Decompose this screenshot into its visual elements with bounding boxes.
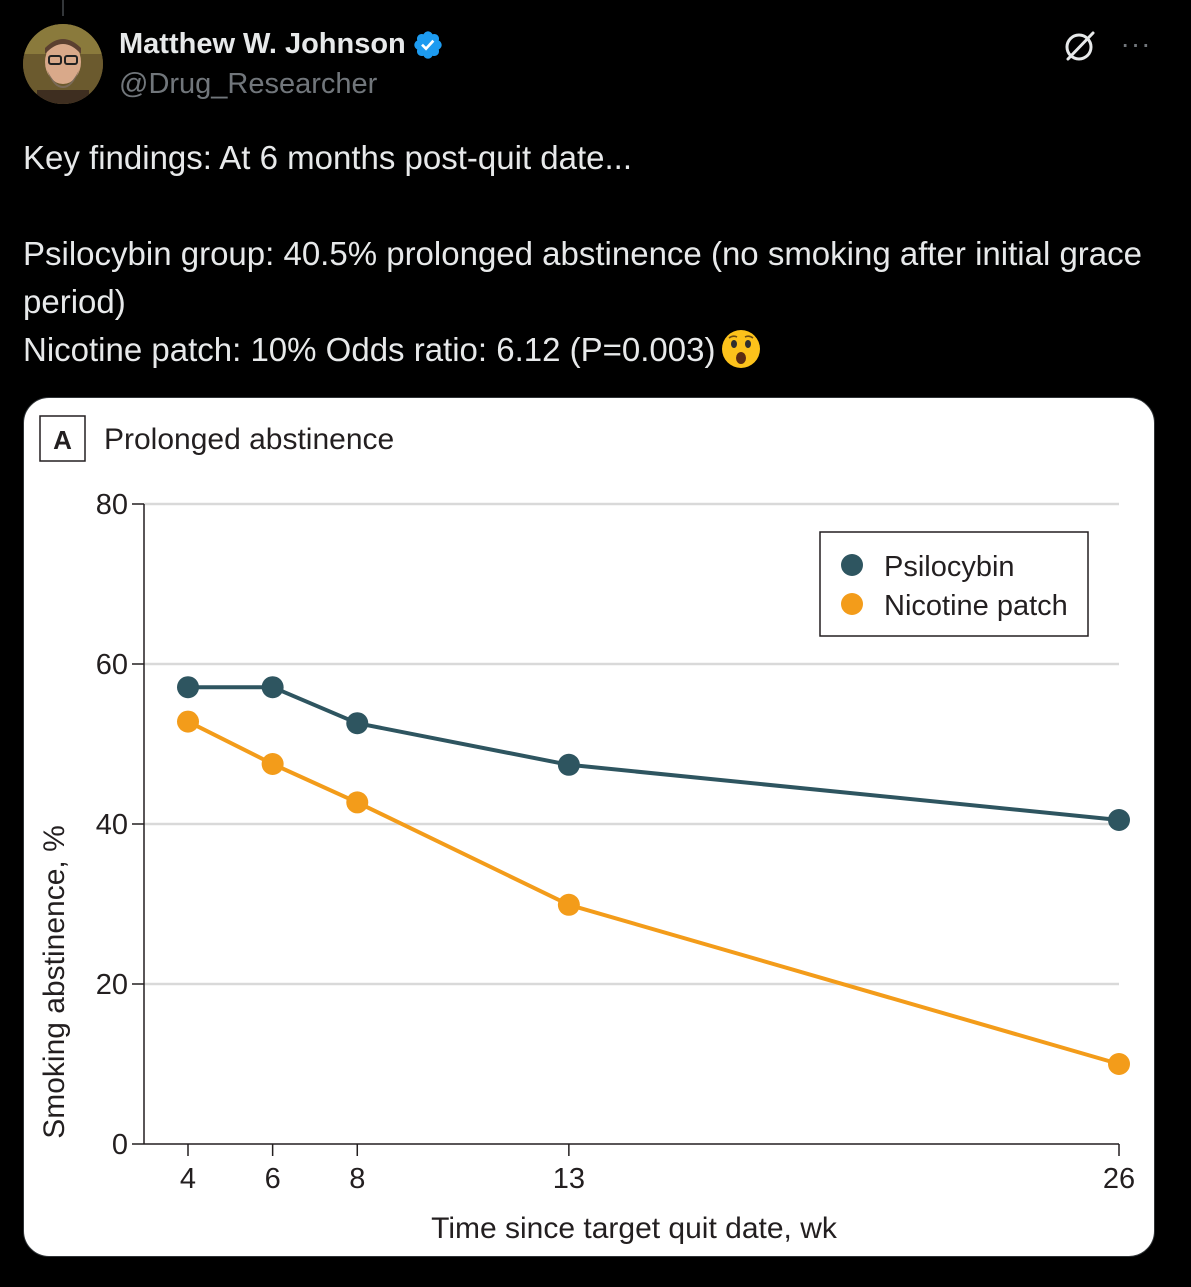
data-point-psilocybin-wk4	[177, 676, 199, 699]
y-tick-label-3: 60	[96, 649, 128, 681]
data-point-psilocybin-wk8	[346, 712, 369, 735]
author-handle[interactable]: @Drug_Researcher	[119, 68, 378, 100]
more-options-button[interactable]: ···	[1118, 26, 1154, 62]
grok-icon	[1065, 31, 1095, 61]
y-tick-label-0: 0	[112, 1129, 128, 1161]
chart-legend: Psilocybin Nicotine patch	[819, 531, 1089, 637]
data-point-psilocybin-wk6	[261, 676, 284, 699]
x-axis-label: Time since target quit date, wk	[431, 1212, 838, 1245]
grid-lines	[144, 502, 1119, 986]
legend-marker-nicotine	[841, 593, 863, 615]
series-line-psilocybin	[188, 685, 1120, 822]
author-name[interactable]: Matthew W. Johnson	[119, 28, 444, 61]
verified-badge-icon	[414, 30, 442, 59]
tweet-line-3-wrap: Nicotine patch: 10% Odds ratio: 6.12 (P=…	[23, 326, 1153, 374]
data-point-nicotine-wk4	[177, 710, 199, 733]
y-tick-label-2: 40	[96, 809, 128, 841]
data-point-nicotine-wk26	[1108, 1053, 1130, 1075]
data-point-psilocybin-wk13	[557, 753, 580, 776]
legend-label-psilocybin: Psilocybin	[884, 551, 1015, 583]
data-point-nicotine-wk13	[557, 893, 580, 916]
x-tick-label-1: 6	[265, 1163, 281, 1195]
panel-label: A	[53, 425, 72, 455]
data-point-nicotine-wk6	[261, 753, 284, 775]
axes: 0 20 40 60 80 4 6 8 13 26	[96, 489, 1135, 1195]
grok-button[interactable]	[1062, 28, 1098, 64]
y-axis-label: Smoking abstinence, %	[38, 825, 71, 1139]
author-name-text[interactable]: Matthew W. Johnson	[119, 28, 406, 60]
legend-marker-psilocybin	[841, 554, 863, 576]
tweet-line-1: Key findings: At 6 months post-quit date…	[23, 139, 633, 176]
data-series	[177, 676, 1130, 1075]
tweet-line-3: Nicotine patch: 10% Odds ratio: 6.12 (P=…	[23, 331, 716, 368]
tweet-line-2: Psilocybin group: 40.5% prolonged abstin…	[23, 235, 1142, 320]
legend-box	[819, 531, 1089, 637]
astonished-face-emoji-icon	[722, 330, 761, 368]
panel-label-box	[39, 415, 86, 462]
tweet-text: Key findings: At 6 months post-quit date…	[23, 134, 1153, 374]
more-options-icon: ···	[1120, 28, 1152, 59]
data-point-psilocybin-wk26	[1108, 809, 1130, 831]
legend-label-nicotine: Nicotine patch	[884, 590, 1068, 622]
paragraph-gap	[23, 182, 1153, 230]
x-tick-label-4: 26	[1103, 1163, 1135, 1195]
data-point-nicotine-wk8	[346, 791, 369, 814]
x-tick-label-2: 8	[349, 1163, 365, 1195]
x-tick-label-3: 13	[553, 1163, 585, 1195]
x-tick-label-0: 4	[180, 1163, 196, 1195]
avatar-image	[23, 24, 103, 104]
avatar[interactable]	[23, 24, 103, 104]
y-tick-label-4: 80	[96, 489, 128, 521]
chart-title: Prolonged abstinence	[104, 423, 394, 456]
thread-connector	[62, 0, 64, 16]
y-tick-label-1: 20	[96, 969, 128, 1001]
media-card[interactable]: A Prolonged abstinence 0 20 40 60 80 4 6 8 13 26 …	[23, 397, 1155, 1257]
